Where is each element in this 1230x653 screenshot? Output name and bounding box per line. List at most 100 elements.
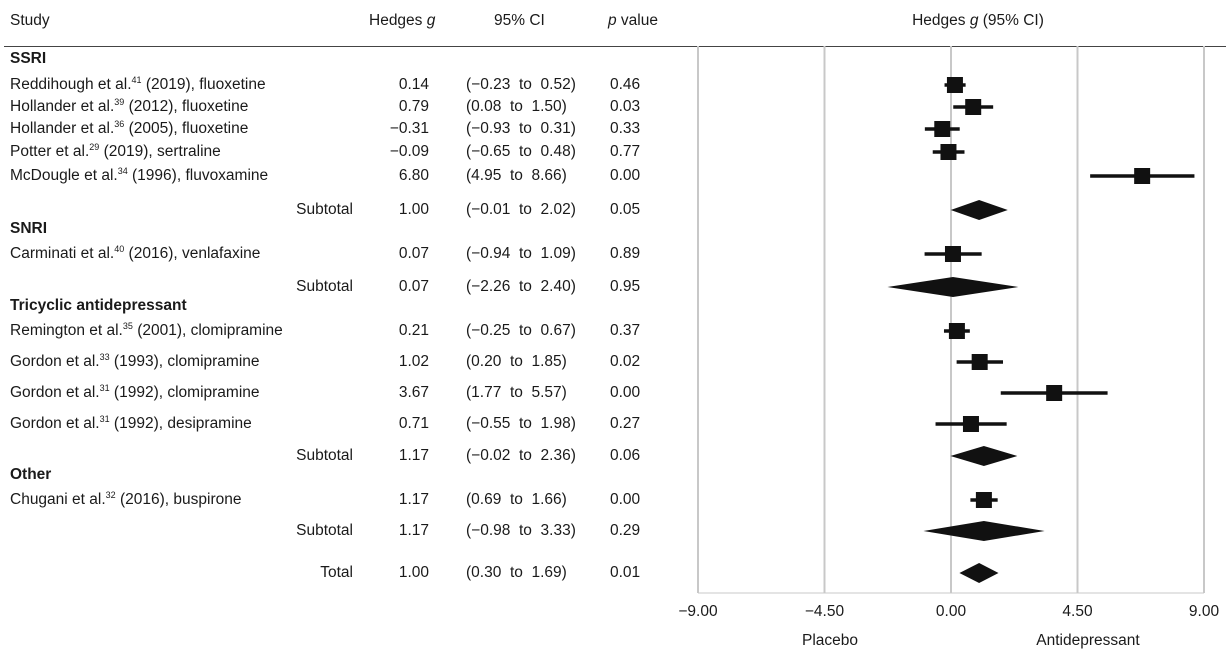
ci-value: (−0.93 to 0.31) [466,120,576,137]
hedges-g-value: 0.07 [398,245,429,262]
study-author: Gordon et al. [10,415,100,432]
study-detail: (2019), fluoxetine [141,76,266,93]
study-detail: (2012), fluoxetine [124,98,249,115]
study-author: Hollander et al. [10,98,115,115]
ci-value: (0.20 to 1.85) [466,353,567,370]
subtotal-label: Subtotal [296,201,353,218]
study-author: Hollander et al. [10,120,115,137]
ci-value: (−2.26 to 2.40) [466,278,576,295]
placebo-label: Placebo [801,632,858,649]
p-value: 0.89 [610,245,641,262]
x-tick-label: 4.50 [1062,603,1093,620]
study-detail: (1992), desipramine [109,415,252,432]
ci-value: (4.95 to 8.66) [466,167,567,184]
hedges-g-value: 0.21 [398,322,429,339]
p-value: 0.01 [610,564,641,581]
study-reference: 35 [122,321,133,331]
p-value: 0.46 [610,76,641,93]
effect-square [934,121,951,137]
p-value: 0.03 [610,98,641,115]
x-tick-label: −4.50 [804,603,845,620]
study-label: Chugani et al.32 (2016), buspirone [10,491,241,509]
total-label: Total [320,564,353,581]
hedges-g-value: 3.67 [398,384,429,401]
study-author: Gordon et al. [10,384,100,401]
study-reference: 31 [99,414,110,424]
study-author: Remington et al. [10,322,123,339]
subtotal-diamond [923,521,1045,541]
hedges-g-value: 0.71 [398,415,429,432]
x-tick-label: 0.00 [935,603,967,620]
group-heading: Tricyclic antidepressant [10,297,187,314]
study-label: Gordon et al.31 (1992), clomipramine [10,384,260,402]
hedges-g-value: 1.02 [398,353,429,370]
study-label: Hollander et al.36 (2005), fluoxetine [10,120,248,138]
p-value: 0.00 [610,167,641,184]
p-value: 0.00 [610,384,641,401]
study-reference: 33 [99,352,110,362]
study-detail: (1993), clomipramine [109,353,260,370]
ci-value: (0.69 to 1.66) [466,491,567,508]
study-reference: 32 [105,490,116,500]
subtotal-diamond [887,277,1019,297]
study-detail: (2001), clomipramine [132,322,283,339]
group-heading: SSRI [10,50,47,67]
study-label: Reddihough et al.41 (2019), fluoxetine [10,76,266,94]
effect-square [971,354,988,370]
hedges-g-value: −0.09 [389,143,429,160]
study-label: Remington et al.35 (2001), clomipramine [10,322,283,340]
hedges-g-value: 0.79 [398,98,429,115]
study-author: Gordon et al. [10,353,100,370]
ci-value: (−0.55 to 1.98) [466,415,576,432]
ci-value: (0.30 to 1.69) [466,564,567,581]
header-study: Study [10,12,50,29]
study-author: Carminati et al. [10,245,115,262]
header-ci: 95% CI [494,12,545,29]
effect-square [940,144,957,160]
subtotal-diamond [950,200,1008,220]
p-value: 0.00 [610,491,641,508]
p-value: 0.37 [610,322,641,339]
header-plot: Hedges g (95% CI) [912,12,1044,29]
ci-value: (−0.25 to 0.67) [466,322,576,339]
study-detail: (1992), clomipramine [109,384,260,401]
p-value: 0.27 [610,415,641,432]
p-value: 0.02 [610,353,641,370]
antidepressant-label: Antidepressant [1036,632,1140,649]
study-reference: 39 [114,97,125,107]
group-heading: SNRI [10,220,48,237]
study-author: Reddihough et al. [10,76,132,93]
header-hedges-g: Hedges g [369,12,435,30]
study-label: Potter et al.29 (2019), sertraline [10,143,221,161]
study-reference: 29 [89,142,100,152]
study-author: Potter et al. [10,143,90,160]
x-tick-label: 9.00 [1188,603,1220,620]
effect-square [1046,385,1063,401]
ci-value: (−0.02 to 2.36) [466,447,576,464]
study-detail: (1996), fluvoxamine [127,167,269,184]
study-label: McDougle et al.34 (1996), fluvoxamine [10,167,268,185]
hedges-g-value: 0.07 [398,278,429,295]
study-detail: (2005), fluoxetine [124,120,249,137]
header-p-value: p value [608,12,658,29]
ci-value: (−0.23 to 0.52) [466,76,576,93]
effect-square [975,492,992,508]
hedges-g-value: 1.17 [398,491,429,508]
hedges-g-value: −0.31 [389,120,429,137]
study-label: Hollander et al.39 (2012), fluoxetine [10,98,248,116]
header-hedges-g-text: Hedges g [369,12,436,29]
x-tick-label: −9.00 [678,603,718,620]
p-value: 0.29 [610,522,641,539]
group-heading: Other [10,466,52,483]
study-detail: (2016), buspirone [115,491,242,508]
p-value: 0.77 [610,143,641,160]
hedges-g-value: 1.17 [398,447,429,464]
hedges-g-value: 1.17 [398,522,429,539]
subtotal-label: Subtotal [296,522,353,539]
ci-value: (−0.94 to 1.09) [466,245,576,262]
total-diamond [959,563,999,583]
study-detail: (2016), venlafaxine [124,245,261,262]
hedges-g-value: 1.00 [398,201,429,218]
